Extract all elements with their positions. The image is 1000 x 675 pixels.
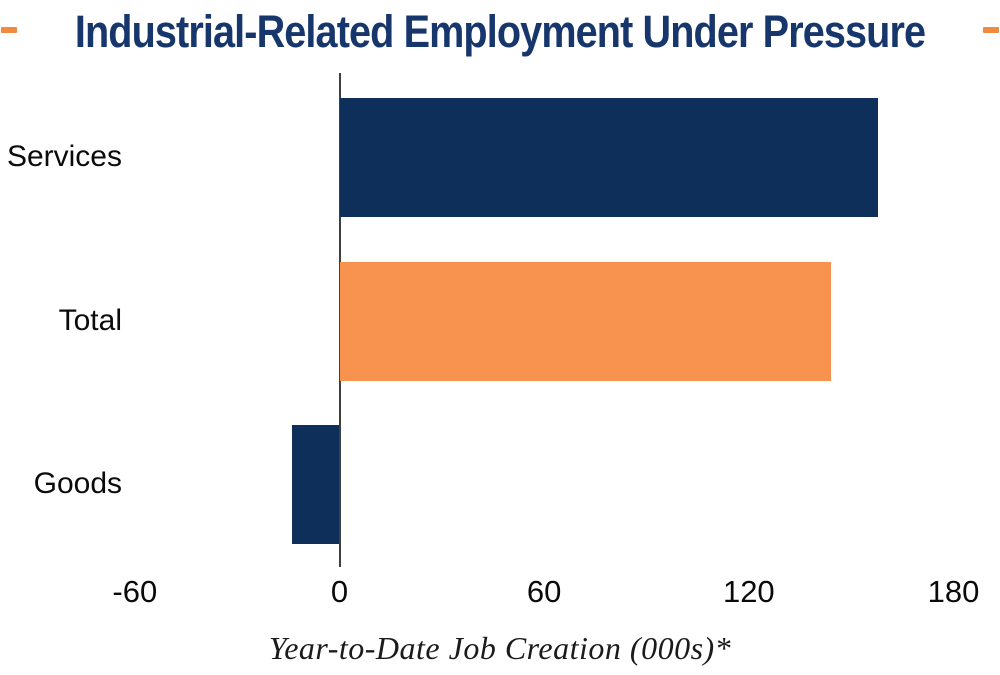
category-label-total: Total [58,304,122,338]
x-axis-label: Year-to-Date Job Creation (000s)* [268,630,732,666]
category-label-goods: Goods [33,467,122,501]
x-tick-label-60: 60 [526,574,562,609]
category-label-services: Services [6,140,122,174]
x-tick-label-0: 0 [330,574,349,609]
bar-total [339,262,831,381]
x-tick-label-180: 180 [927,574,980,609]
chart-title: Industrial-Related Employment Under Pres… [74,6,926,57]
bar-goods [291,425,340,544]
x-tick-label--60: -60 [112,574,158,609]
title-dash-right-icon [983,27,999,33]
x-tick-label-120: 120 [722,574,775,609]
title-row: Industrial-Related Employment Under Pres… [0,0,1000,64]
title-dash-left-icon [1,27,17,33]
bar-services [339,98,879,217]
